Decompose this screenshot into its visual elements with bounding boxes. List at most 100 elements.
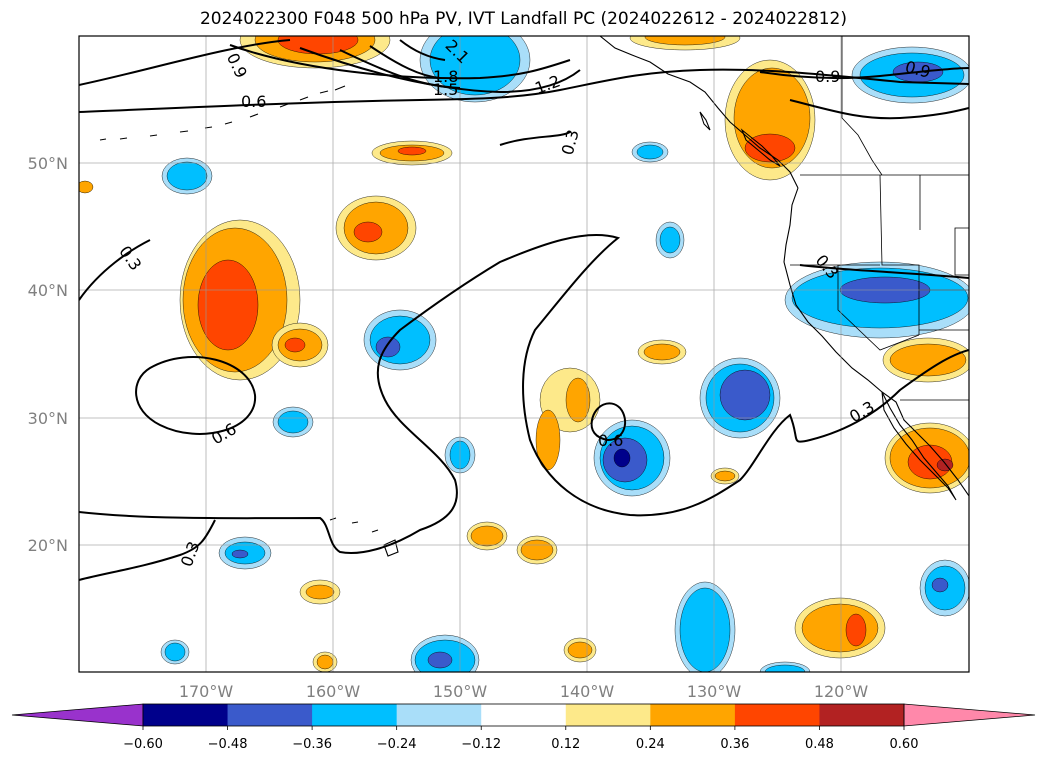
anomaly-region-neg-024 <box>369 315 431 365</box>
contour-label: 0.6 <box>598 431 623 450</box>
colorbar-extend-high <box>903 703 1036 727</box>
colorbar-frame <box>142 703 905 727</box>
lon-label-150w: 150°W <box>433 682 488 701</box>
contour-0.3-west <box>79 239 151 301</box>
contour-label: 0.6 <box>241 92 266 111</box>
anomaly-region-neg-036 <box>427 651 453 669</box>
colorbar-tick-label: −0.60 <box>123 737 163 752</box>
coastline-us-west <box>783 187 969 497</box>
colorbar-tick-label: −0.24 <box>377 737 417 752</box>
contour-1.5 <box>339 49 461 89</box>
plot-frame <box>78 35 970 673</box>
anomaly-region-pos-036 <box>397 146 427 156</box>
lon-label-120w: 120°W <box>814 682 869 701</box>
anomaly-region-pos-036 <box>353 221 383 243</box>
contour-0.3-big <box>79 234 969 554</box>
anomaly-region-pos-024 <box>714 470 736 482</box>
lat-label-20: 20°N <box>28 536 68 555</box>
colorbar-segment <box>565 704 651 726</box>
anomaly-region-neg-024 <box>764 664 806 672</box>
colorbar-tick-label: 0.24 <box>636 737 665 752</box>
anomaly-region-pos-048 <box>936 458 954 472</box>
pv-contours <box>79 39 969 581</box>
colorbar-segment <box>650 704 736 726</box>
colorbar-segment <box>819 704 905 726</box>
map-title: 2024022300 F048 500 hPa PV, IVT Landfall… <box>199 9 847 29</box>
colorbar-tick-label: 0.48 <box>805 737 834 752</box>
colorbar-segment <box>143 704 229 726</box>
map-layers <box>79 36 969 672</box>
colorbar-segment <box>227 704 313 726</box>
lon-label-140w: 140°W <box>560 682 615 701</box>
latitude-labels: 50°N 40°N 30°N 20°N <box>28 154 68 555</box>
contour-2.1 <box>399 39 446 61</box>
colorbar-tick-label: −0.48 <box>208 737 248 752</box>
colorbar-tick-label: 0.12 <box>551 737 580 752</box>
contour-0.3-east-north <box>799 264 969 279</box>
colorbar-segment <box>396 704 482 726</box>
anomaly-region-neg-024 <box>429 36 521 96</box>
anomaly-region-pos-024 <box>316 654 334 670</box>
colorbar-segment <box>734 704 820 726</box>
anomaly-region-pos-024 <box>801 603 879 653</box>
anomaly-region-neg-036 <box>375 336 401 358</box>
anomaly-region-neg-024 <box>636 144 664 160</box>
colorbar-tick-label: −0.36 <box>292 737 332 752</box>
colorbar-segment <box>481 704 567 726</box>
anomaly-region-neg-036 <box>931 577 949 593</box>
contour-1.2 <box>299 47 581 94</box>
lat-label-30: 30°N <box>28 409 68 428</box>
colorbar-segment <box>312 704 398 726</box>
border-alaska-canada <box>841 36 883 176</box>
lat-label-50: 50°N <box>28 154 68 173</box>
anomaly-region-pos-024 <box>79 180 94 194</box>
anomaly-region-pos-024 <box>470 525 504 547</box>
anomaly-region-pos-024 <box>644 36 726 46</box>
lon-label-130w: 130°W <box>687 682 742 701</box>
contour-0.6-east <box>789 99 969 120</box>
anomaly-region-neg-024 <box>659 226 681 254</box>
anomaly-region-pos-036 <box>744 133 796 163</box>
colorbar: −0.60 −0.48 −0.36 −0.24 −0.12 0.12 0.24 0.36 0.4… <box>11 703 1036 752</box>
contour-0.9-east <box>759 67 969 80</box>
anomaly-region-pos-036 <box>284 337 306 353</box>
anomaly-region-pos-024 <box>889 343 967 377</box>
anomaly-region-pos-024 <box>565 377 591 423</box>
anomaly-region-neg-048 <box>613 448 631 468</box>
lon-label-160w: 160°W <box>306 682 361 701</box>
contour-0.6-closed <box>135 356 257 435</box>
gridlines <box>79 36 969 672</box>
coastline-aleutians <box>99 85 346 141</box>
contour-label: 1.8 <box>433 67 458 86</box>
contour-0.3-south <box>79 519 216 581</box>
colorbar-tick-label: 0.36 <box>720 737 749 752</box>
anomaly-region-pos-024 <box>535 409 561 471</box>
border-state-1 <box>879 174 920 335</box>
anomaly-region-neg-024 <box>164 642 186 662</box>
contour-0.3-main <box>499 131 571 146</box>
colorbar-extend-low <box>11 703 144 727</box>
border-state-3 <box>837 265 920 351</box>
longitude-labels: 170°W 160°W 150°W 140°W 130°W 120°W <box>179 682 869 701</box>
anomaly-region-pos-024 <box>567 641 593 659</box>
anomaly-region-neg-024 <box>166 161 208 191</box>
anomaly-region-neg-024 <box>679 587 731 672</box>
anomaly-region-neg-036 <box>719 369 771 421</box>
anomaly-region-pos-024 <box>643 343 681 361</box>
contour-label: 0.9 <box>815 67 840 86</box>
anomaly-region-pos-024 <box>520 539 554 561</box>
coastline-vancouver-island <box>740 128 781 167</box>
colorbar-tick-label: −0.12 <box>461 737 501 752</box>
contour-0.9-upper <box>229 44 571 80</box>
contour-label: 1.5 <box>433 80 458 99</box>
anomaly-region-pos-024 <box>305 584 335 600</box>
contour-0.9-north <box>79 39 291 86</box>
anomaly-region-neg-036 <box>231 549 249 559</box>
contour-0.6-north <box>79 68 969 113</box>
contour-1.8 <box>369 45 441 79</box>
anomaly-fills <box>79 36 969 672</box>
lat-label-40: 40°N <box>28 281 68 300</box>
coastline-baja <box>881 391 957 501</box>
political-borders <box>790 36 969 401</box>
